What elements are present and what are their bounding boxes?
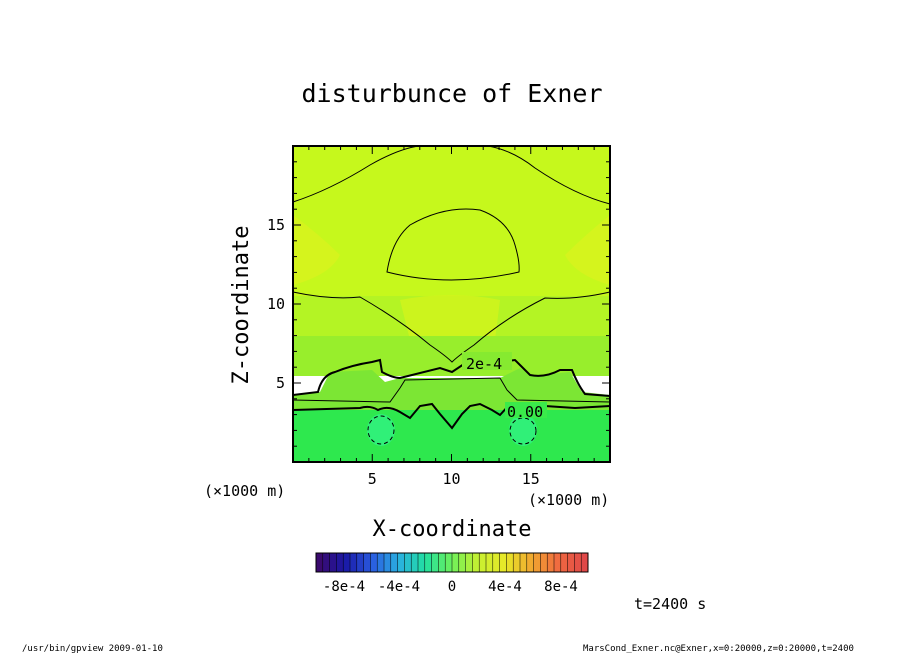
colorbar-cell xyxy=(452,553,460,572)
colorbar-cell xyxy=(397,553,405,572)
colorbar-frame xyxy=(315,552,589,573)
contour-lines xyxy=(292,145,611,445)
colorbar-cell xyxy=(581,553,589,572)
x-tick-label: 10 xyxy=(442,470,460,488)
colorbar-cell xyxy=(363,553,371,572)
colorbar-cell xyxy=(438,553,446,572)
colorbar-tick-label: 4e-4 xyxy=(488,579,522,595)
colorbar-cell xyxy=(499,553,507,572)
y-axis-title: Z-coordinate xyxy=(229,226,254,385)
footer-left: /usr/bin/gpview 2009-01-10 xyxy=(22,644,163,654)
colorbar-cell xyxy=(329,553,337,572)
colorbar-cell xyxy=(513,553,521,572)
colorbar-cell xyxy=(343,553,351,572)
contour-label-bg-2 xyxy=(505,402,547,418)
colorbar-cell xyxy=(567,553,575,572)
colorbar-cell xyxy=(458,553,467,572)
contour-mid xyxy=(292,291,611,363)
fill-min-right xyxy=(509,414,537,446)
contour-label-0: 0.00 xyxy=(507,403,543,421)
contour-min-left xyxy=(367,415,395,445)
colorbar-cell xyxy=(336,553,344,572)
colorbar-cell xyxy=(445,553,453,572)
colorbar-cell xyxy=(370,553,378,572)
colorbar-tick-label: -8e-4 xyxy=(323,579,365,595)
colorbar-cell xyxy=(322,553,331,572)
y-tick-label: 10 xyxy=(267,295,285,313)
colorbar-cell xyxy=(377,553,385,572)
time-label: t=2400 s xyxy=(634,595,706,613)
contour-label-bg-1 xyxy=(462,352,512,370)
colorbar-cell xyxy=(526,553,535,572)
contour-zero xyxy=(292,402,611,430)
colorbar-cell xyxy=(404,553,412,572)
heatmap-fills xyxy=(293,146,610,462)
contour-dome xyxy=(386,208,520,281)
colorbar-cell xyxy=(492,553,501,572)
fill-upper xyxy=(293,146,610,296)
x-axis-title: X-coordinate xyxy=(373,517,532,542)
tick-marks xyxy=(293,146,610,462)
colorbar-cell xyxy=(479,553,487,572)
colorbar-tick-label: -4e-4 xyxy=(378,579,420,595)
x-unit-left: (×1000 m) xyxy=(204,482,285,500)
colorbar-cell xyxy=(411,553,419,572)
colorbar-cell xyxy=(574,553,582,572)
colorbar-cell xyxy=(472,553,480,572)
y-tick-label: 5 xyxy=(276,374,285,392)
fill-peak-left xyxy=(293,215,340,285)
x-unit-right: (×1000 m) xyxy=(528,491,609,509)
colorbar-cell xyxy=(431,553,439,572)
colorbar-cell xyxy=(540,553,548,572)
x-tick-label: 5 xyxy=(368,470,377,488)
colorbar-cell xyxy=(356,553,365,572)
colorbar-cell xyxy=(465,553,473,572)
colorbar-cell xyxy=(560,553,569,572)
x-tick-label: 15 xyxy=(522,470,540,488)
contour-2e4 xyxy=(292,358,611,397)
colorbar-cell xyxy=(424,553,433,572)
colorbar-cell xyxy=(554,553,562,572)
fill-band-2e4 xyxy=(293,368,610,410)
colorbar-cell xyxy=(390,553,399,572)
fill-mid-low xyxy=(293,336,610,376)
colorbar-cell xyxy=(350,553,358,572)
colorbar-cell xyxy=(384,553,392,572)
colorbar-tick-label: 0 xyxy=(448,579,456,595)
colorbar-cell xyxy=(547,553,555,572)
colorbar-cell xyxy=(486,553,494,572)
contour-top xyxy=(292,145,611,205)
colorbar-cell xyxy=(418,553,426,572)
colorbar-cell xyxy=(533,553,541,572)
colorbar-tick-label: 8e-4 xyxy=(544,579,578,595)
y-tick-label: 15 xyxy=(267,216,285,234)
colorbar xyxy=(315,553,589,572)
chart-title: disturbunce of Exner xyxy=(301,79,602,108)
fill-low xyxy=(293,410,610,462)
colorbar-cell xyxy=(506,553,514,572)
fill-min-left xyxy=(367,414,395,446)
footer-right: MarsCond_Exner.nc@Exner,x=0:20000,z=0:20… xyxy=(583,644,854,654)
contour-band xyxy=(292,377,611,403)
fill-peak-right xyxy=(565,215,610,285)
colorbar-cell xyxy=(520,553,528,572)
contour-label-2e-4: 2e-4 xyxy=(466,355,502,373)
contour-min-right xyxy=(509,417,537,445)
fill-center-peak xyxy=(400,295,500,348)
colorbar-cell xyxy=(316,553,324,572)
